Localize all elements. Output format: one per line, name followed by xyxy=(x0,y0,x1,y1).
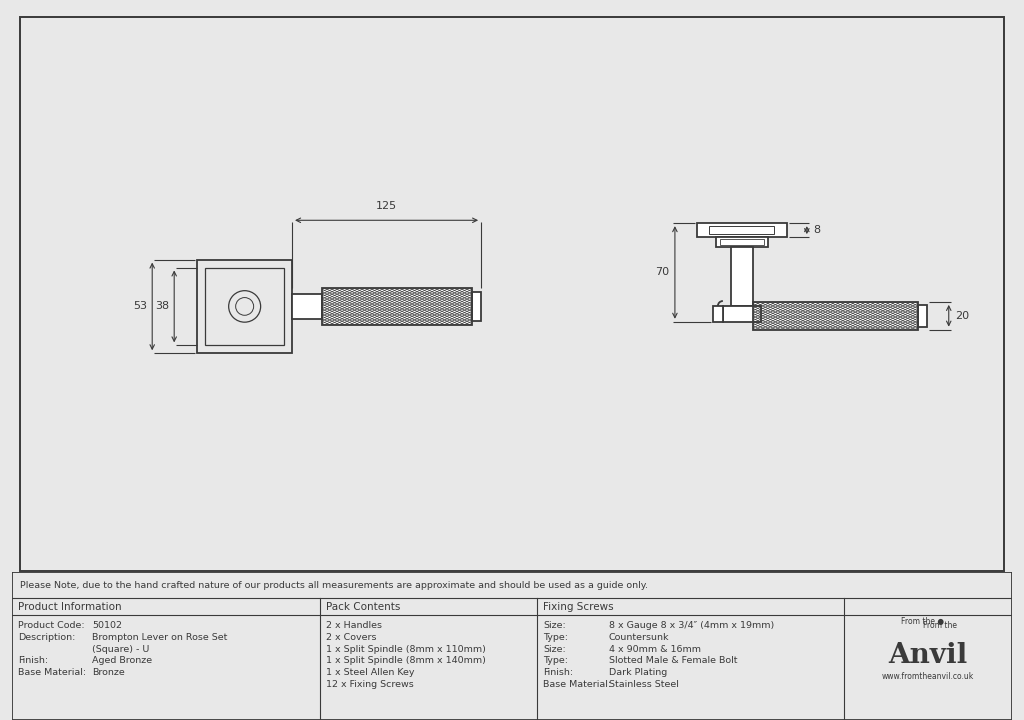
Text: 2 x Covers: 2 x Covers xyxy=(326,633,377,642)
Text: Base Material:: Base Material: xyxy=(543,680,611,689)
Bar xyxy=(205,268,284,346)
Text: Anvil: Anvil xyxy=(888,642,968,669)
Text: Countersunk: Countersunk xyxy=(609,633,670,642)
Text: 1 x Steel Allen Key: 1 x Steel Allen Key xyxy=(326,668,415,678)
Bar xyxy=(720,239,764,245)
Text: Product Information: Product Information xyxy=(18,602,122,612)
Text: Finish:: Finish: xyxy=(543,668,573,678)
Text: Type:: Type: xyxy=(543,633,568,642)
Text: From the: From the xyxy=(923,621,956,630)
Text: 38: 38 xyxy=(155,302,169,312)
Text: Bronze: Bronze xyxy=(92,668,125,678)
Text: Finish:: Finish: xyxy=(18,657,48,665)
Bar xyxy=(753,302,918,330)
Text: 50102: 50102 xyxy=(92,621,122,630)
Text: 8: 8 xyxy=(813,225,820,235)
Text: Type:: Type: xyxy=(543,657,568,665)
Text: 2 x Handles: 2 x Handles xyxy=(326,621,382,630)
Bar xyxy=(292,294,323,319)
Text: Pack Contents: Pack Contents xyxy=(326,602,400,612)
Text: 1 x Split Spindle (8mm x 140mm): 1 x Split Spindle (8mm x 140mm) xyxy=(326,657,486,665)
Text: 12 x Fixing Screws: 12 x Fixing Screws xyxy=(326,680,414,689)
Bar xyxy=(710,226,774,234)
Text: 70: 70 xyxy=(654,267,669,277)
Bar xyxy=(918,305,927,327)
Text: Please Note, due to the hand crafted nature of our products all measurements are: Please Note, due to the hand crafted nat… xyxy=(20,581,648,590)
Bar xyxy=(697,223,786,237)
Bar xyxy=(713,306,723,322)
Text: Fixing Screws: Fixing Screws xyxy=(543,602,613,612)
Text: Brompton Lever on Rose Set: Brompton Lever on Rose Set xyxy=(92,633,227,642)
Bar xyxy=(716,237,768,247)
Text: www.fromtheanvil.co.uk: www.fromtheanvil.co.uk xyxy=(882,672,974,681)
Text: Stainless Steel: Stainless Steel xyxy=(609,680,679,689)
Text: Product Code:: Product Code: xyxy=(18,621,85,630)
Text: Description:: Description: xyxy=(18,633,76,642)
Text: 4 x 90mm & 16mm: 4 x 90mm & 16mm xyxy=(609,644,701,654)
Text: From the ●: From the ● xyxy=(901,617,944,626)
Text: 53: 53 xyxy=(133,302,147,312)
Bar xyxy=(323,288,472,325)
Text: (Square) - U: (Square) - U xyxy=(92,644,150,654)
Text: Aged Bronze: Aged Bronze xyxy=(92,657,153,665)
Bar xyxy=(472,292,481,321)
Text: Slotted Male & Female Bolt: Slotted Male & Female Bolt xyxy=(609,657,737,665)
Text: 125: 125 xyxy=(376,202,397,212)
Bar xyxy=(323,288,472,325)
Text: Dark Plating: Dark Plating xyxy=(609,668,668,678)
Text: Size:: Size: xyxy=(543,621,565,630)
Bar xyxy=(731,247,753,306)
Bar xyxy=(753,302,918,330)
Text: Base Material:: Base Material: xyxy=(18,668,86,678)
Text: 8 x Gauge 8 x 3/4″ (4mm x 19mm): 8 x Gauge 8 x 3/4″ (4mm x 19mm) xyxy=(609,621,774,630)
Text: Size:: Size: xyxy=(543,644,565,654)
Bar xyxy=(723,306,761,322)
Bar xyxy=(198,260,292,354)
Text: 20: 20 xyxy=(954,311,969,321)
Text: 1 x Split Spindle (8mm x 110mm): 1 x Split Spindle (8mm x 110mm) xyxy=(326,644,486,654)
